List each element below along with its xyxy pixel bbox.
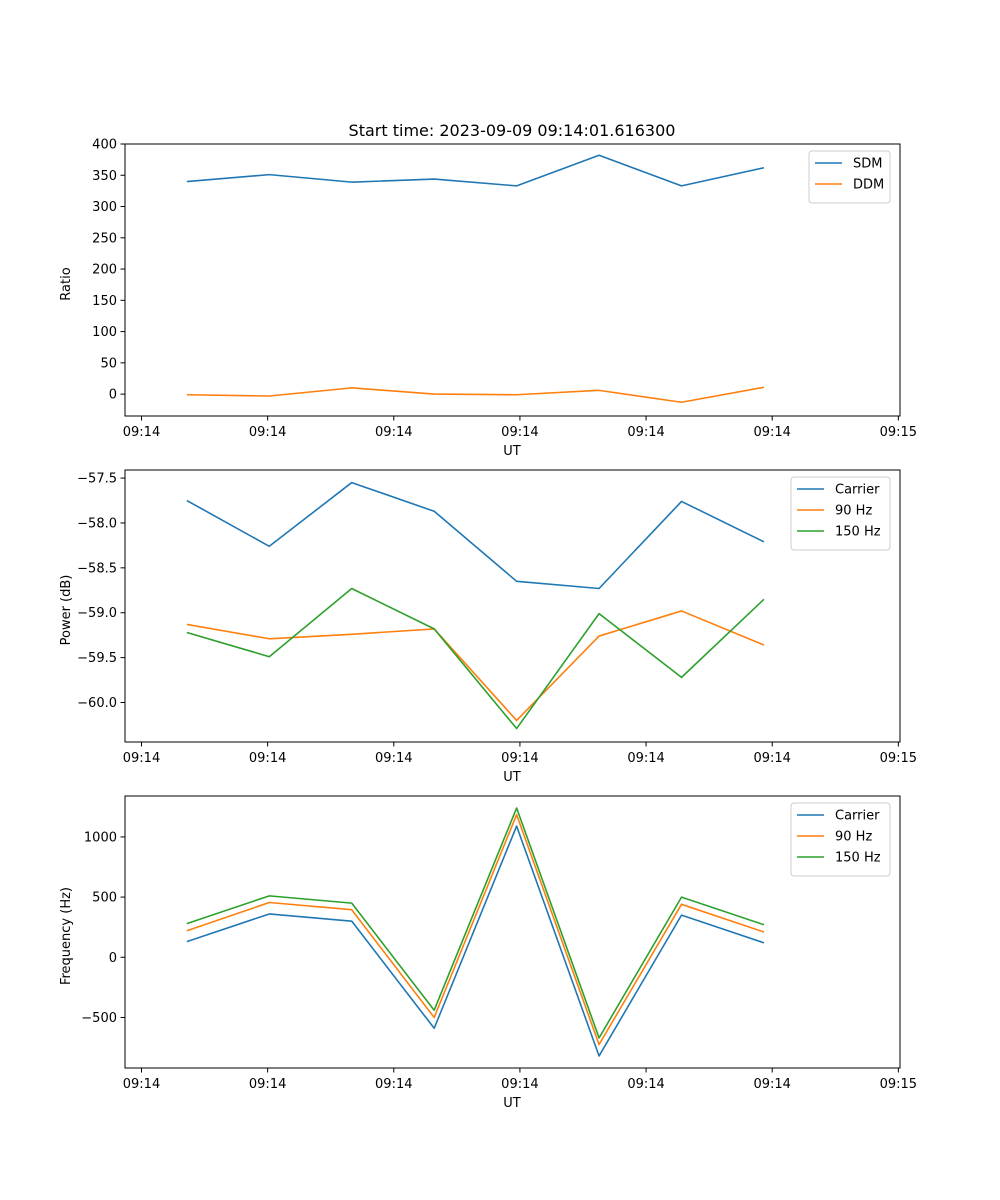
- y-tick-label: 500: [92, 891, 117, 906]
- y-tick-label: 100: [92, 325, 117, 340]
- x-tick-label: 09:14: [627, 1077, 664, 1092]
- x-tick-label: 09:15: [880, 751, 917, 766]
- x-tick-label: 09:14: [753, 425, 790, 440]
- y-tick-label: −60.0: [77, 696, 117, 711]
- axes-frame: [124, 469, 901, 743]
- series-line-150-hz: [186, 807, 765, 1039]
- x-tick-label: 09:14: [123, 425, 160, 440]
- series-line-carrier: [186, 481, 765, 590]
- series-line-150-hz: [186, 587, 765, 730]
- y-axis-label: Frequency (Hz): [59, 887, 74, 985]
- x-tick-label: 09:14: [375, 1077, 412, 1092]
- x-tick-label: 09:14: [501, 1077, 538, 1092]
- y-tick-label: 200: [92, 263, 117, 278]
- x-tick-label: 09:14: [753, 751, 790, 766]
- y-tick-label: 0: [109, 388, 117, 403]
- legend-entry: Carrier: [835, 483, 880, 498]
- y-tick-label: 150: [92, 294, 117, 309]
- y-tick-label: 400: [92, 138, 117, 153]
- chart-panel-1: 09:14 09:14 09:14 09:14 09:14 09:14 09:15 0 50 10…: [59, 138, 917, 460]
- y-tick-label: 250: [92, 231, 117, 246]
- x-tick-label: 09:14: [753, 1077, 790, 1092]
- legend: Carrier 90 Hz 150 Hz: [790, 476, 891, 551]
- y-tick-label: −58.0: [77, 516, 117, 531]
- legend-entry: 150 Hz: [835, 851, 881, 866]
- x-tick-label: 09:14: [501, 751, 538, 766]
- y-tick-label: 0: [109, 951, 117, 966]
- x-axis-label: UT: [503, 1096, 521, 1111]
- x-tick-label: 09:14: [627, 425, 664, 440]
- y-tick-label: −500: [81, 1011, 117, 1026]
- x-axis-label: UT: [503, 770, 521, 785]
- figure-title: Start time: 2023-09-09 09:14:01.616300: [349, 121, 676, 140]
- legend-entry: 90 Hz: [835, 504, 872, 519]
- x-tick-label: 09:14: [501, 425, 538, 440]
- y-axis-label: Power (dB): [59, 575, 74, 646]
- x-tick-label: 09:14: [123, 751, 160, 766]
- x-tick-label: 09:14: [375, 751, 412, 766]
- y-tick-label: −57.5: [77, 472, 117, 487]
- legend: Carrier 90 Hz 150 Hz: [790, 802, 891, 877]
- legend-entry: 90 Hz: [835, 830, 872, 845]
- legend-entry: SDM: [853, 157, 882, 172]
- chart-panel-2: 09:14 09:14 09:14 09:14 09:14 09:14 09:15 −60.0…: [59, 469, 917, 785]
- y-axis-label: Ratio: [59, 267, 74, 300]
- y-tick-label: −59.5: [77, 651, 117, 666]
- y-tick-label: −59.0: [77, 606, 117, 621]
- legend-box: [808, 150, 891, 204]
- x-axis-label: UT: [503, 444, 521, 459]
- axes-frame: [124, 795, 901, 1069]
- axes-frame: [124, 143, 901, 417]
- x-tick-label: 09:15: [880, 1077, 917, 1092]
- legend-entry: Carrier: [835, 809, 880, 824]
- y-tick-label: 350: [92, 169, 117, 184]
- chart-panel-3: 09:14 09:14 09:14 09:14 09:14 09:14 09:15 −500 0…: [59, 795, 917, 1111]
- x-tick-label: 09:14: [249, 751, 286, 766]
- x-tick-label: 09:14: [249, 1077, 286, 1092]
- x-tick-label: 09:14: [249, 425, 286, 440]
- y-tick-label: 1000: [84, 830, 117, 845]
- series-line-carrier: [186, 825, 765, 1057]
- legend: SDM DDM: [808, 150, 891, 204]
- x-tick-label: 09:15: [880, 425, 917, 440]
- x-tick-label: 09:14: [375, 425, 412, 440]
- series-line-90-hz: [186, 813, 765, 1046]
- y-tick-label: −58.5: [77, 561, 117, 576]
- series-line-90-hz: [186, 610, 765, 722]
- y-tick-label: 300: [92, 200, 117, 215]
- x-tick-label: 09:14: [123, 1077, 160, 1092]
- y-tick-label: 50: [100, 356, 117, 371]
- series-line-ddm: [186, 386, 765, 404]
- series-line-sdm: [186, 154, 765, 187]
- legend-entry: DDM: [853, 178, 884, 193]
- x-tick-label: 09:14: [627, 751, 664, 766]
- legend-entry: 150 Hz: [835, 525, 881, 540]
